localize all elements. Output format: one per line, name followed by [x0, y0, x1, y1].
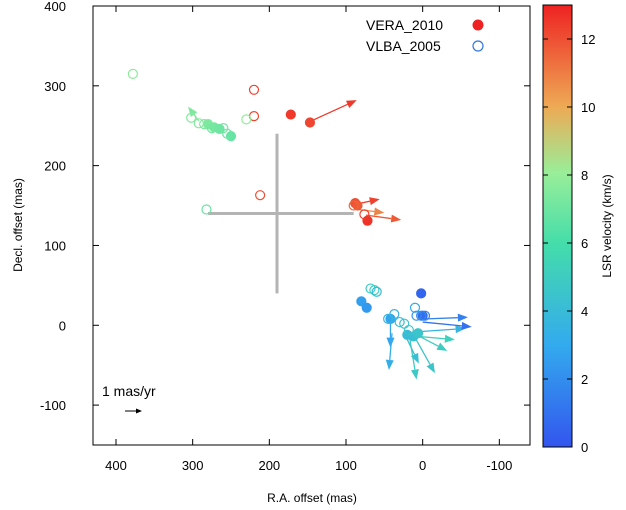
- vlba-spot: [371, 286, 382, 297]
- motion-arrow-head: [345, 100, 357, 108]
- x-tick-label: 100: [335, 458, 357, 473]
- vlba-spot: [403, 324, 414, 336]
- legend-marker-vera: [472, 19, 484, 31]
- colorbar: [542, 4, 573, 448]
- vlba-spot: [127, 68, 138, 79]
- colorbar-tick-label: 8: [581, 168, 588, 183]
- motion-arrow-head: [188, 106, 198, 117]
- legend-label-vlba: VLBA_2005: [366, 38, 441, 54]
- vlba-spot: [255, 190, 266, 201]
- legend: VERA_2010 VLBA_2005: [366, 17, 484, 54]
- motion-arrow-head: [386, 337, 395, 348]
- motion-arrow: [422, 321, 462, 327]
- vera-spot: [361, 302, 372, 313]
- vlba-spot: [201, 204, 212, 215]
- vlba-spot: [241, 114, 252, 125]
- colorbar-title: LSR velocity (km/s): [600, 174, 614, 277]
- vlba-spot: [394, 316, 405, 328]
- vlba-spot: [248, 84, 260, 95]
- scale-arrow-label: 1 mas/yr: [102, 383, 156, 399]
- proper-motion-vectors: [188, 100, 472, 380]
- motion-arrow: [426, 317, 458, 320]
- plot-frame: [92, 5, 531, 446]
- motion-arrow-head: [385, 359, 394, 370]
- vera-spot: [356, 296, 367, 307]
- colorbar-tick-label: 6: [581, 236, 588, 251]
- vera-spot: [304, 117, 316, 128]
- legend-label-vera: VERA_2010: [366, 17, 443, 33]
- y-axis-title: Decl. offset (mas): [11, 178, 25, 272]
- colorbar-tick-label: 12: [581, 32, 595, 47]
- motion-arrow: [419, 328, 456, 333]
- vera-spot: [352, 200, 363, 211]
- reference-cross: [208, 133, 354, 294]
- motion-arrow-head: [436, 342, 448, 351]
- x-tick-label: 200: [258, 458, 280, 473]
- vlba-spot: [389, 308, 400, 320]
- vlba-spot: [206, 123, 217, 134]
- maser-spots: [127, 68, 431, 342]
- vlba-spot: [359, 209, 370, 220]
- vlba-spot: [186, 112, 197, 123]
- motion-arrow-head: [369, 197, 380, 206]
- vlba-spot: [409, 302, 421, 313]
- colorbar-tick-label: 2: [581, 372, 588, 387]
- motion-arrow-head: [410, 369, 419, 380]
- vera-spot: [416, 288, 427, 299]
- x-tick-label: 0: [419, 458, 426, 473]
- vlba-spot: [348, 200, 359, 211]
- motion-arrow-head: [444, 334, 455, 343]
- x-tick-label: -100: [486, 458, 512, 473]
- vlba-spot: [222, 128, 233, 139]
- vlba-spot: [193, 118, 204, 129]
- y-tick-label: 300: [44, 79, 66, 94]
- velocity-scale: 1 mas/yr: [102, 383, 156, 414]
- colorbar-tick-label: 0: [581, 440, 588, 455]
- motion-arrow-head: [373, 207, 385, 216]
- motion-arrow-head: [390, 214, 402, 223]
- vlba-spot: [369, 285, 380, 296]
- x-axis-title: R.A. offset (mas): [267, 491, 357, 505]
- y-tick-label: -100: [40, 398, 66, 413]
- scale-arrow-head: [136, 408, 142, 414]
- motion-arrow: [307, 103, 348, 124]
- motion-arrow-head: [461, 321, 472, 330]
- y-tick-label: 0: [59, 318, 66, 333]
- vera-spot: [412, 328, 424, 339]
- axis-ticks: [93, 5, 530, 445]
- x-tick-label: 300: [182, 458, 204, 473]
- motion-arrow-head: [455, 325, 466, 334]
- motion-arrow: [365, 214, 392, 220]
- x-tick-label: 400: [105, 458, 127, 473]
- y-tick-label: 100: [44, 238, 66, 253]
- legend-marker-vlba: [472, 40, 484, 52]
- colorbar-tick-label: 4: [581, 304, 588, 319]
- motion-arrow: [418, 335, 445, 340]
- colorbar-tick-label: 10: [581, 100, 595, 115]
- vera-spot: [285, 109, 296, 120]
- motion-arrow: [389, 333, 393, 361]
- motion-arrow-head: [426, 362, 435, 374]
- y-tick-label: 400: [44, 0, 66, 14]
- y-tick-label: 200: [44, 159, 66, 174]
- motion-arrow-head: [457, 313, 468, 322]
- vlba-spot: [419, 310, 431, 321]
- colorbar-ticks: [543, 38, 572, 448]
- vlba-spot: [416, 310, 427, 321]
- vera-spot: [214, 123, 225, 135]
